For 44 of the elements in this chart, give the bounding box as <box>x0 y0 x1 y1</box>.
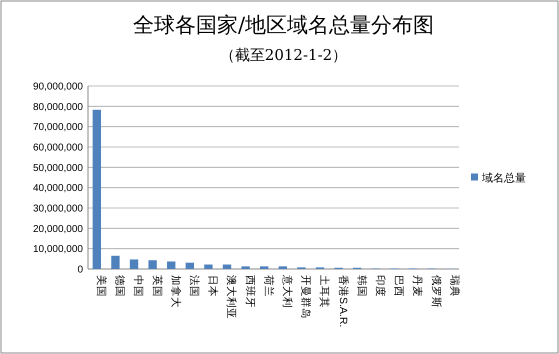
y-tick-label: 50,000,000 <box>32 162 84 174</box>
x-tick-label: 中国 <box>132 275 146 297</box>
x-tick-label: 瑞典 <box>448 275 462 297</box>
bar <box>204 264 213 269</box>
x-tick-label: 德国 <box>114 275 126 297</box>
bar <box>130 259 138 269</box>
x-tick-label: 意大利 <box>281 274 294 308</box>
x-tick-label: 土耳其 <box>318 275 332 308</box>
x-tick-label: 西班牙 <box>244 275 257 308</box>
x-tick-label: 荷兰 <box>262 275 276 297</box>
bar <box>148 260 157 269</box>
legend-label: 域名总量 <box>481 171 526 184</box>
x-tick-label: 俄罗斯 <box>430 275 443 308</box>
chart-title: 全球各国家/地区域名总量分布图 <box>132 13 434 37</box>
bar <box>111 256 120 269</box>
x-tick-label: 巴西 <box>392 275 405 297</box>
x-tick-label: 印度 <box>374 275 387 297</box>
x-tick-label: 加拿大 <box>169 275 182 308</box>
y-tick-label: 30,000,000 <box>32 204 84 214</box>
x-tick-label: 开曼群岛 <box>300 275 312 319</box>
bar <box>278 266 287 269</box>
x-tick-label: 澳大利亚 <box>225 275 238 319</box>
y-tick-label: 0 <box>77 264 84 276</box>
x-tick-label: 英国 <box>150 275 164 297</box>
bar <box>186 262 194 269</box>
x-tick-label: 韩国 <box>355 275 368 297</box>
y-tick-label: 90,000,000 <box>32 82 84 92</box>
y-tick-label: 10,000,000 <box>32 244 84 256</box>
bar <box>92 110 102 269</box>
bar <box>167 261 176 269</box>
y-tick-label: 20,000,000 <box>32 224 84 235</box>
x-tick-label: 美国 <box>95 275 108 297</box>
y-tick-label: 70,000,000 <box>32 122 84 134</box>
bar <box>260 266 268 269</box>
x-tick-label: 法国 <box>188 275 202 297</box>
y-tick-label: 40,000,000 <box>32 183 84 194</box>
y-tick-label: 60,000,000 <box>32 142 84 154</box>
chart-subtitle: （截至2012-1-2） <box>220 46 348 64</box>
x-tick-label: 香港S.A.R. <box>336 275 350 328</box>
bar <box>222 264 232 269</box>
bar <box>241 266 250 269</box>
x-tick-label: 日本 <box>206 275 220 297</box>
y-tick-label: 80,000,000 <box>32 102 84 113</box>
x-tick-label: 丹麦 <box>411 275 424 297</box>
